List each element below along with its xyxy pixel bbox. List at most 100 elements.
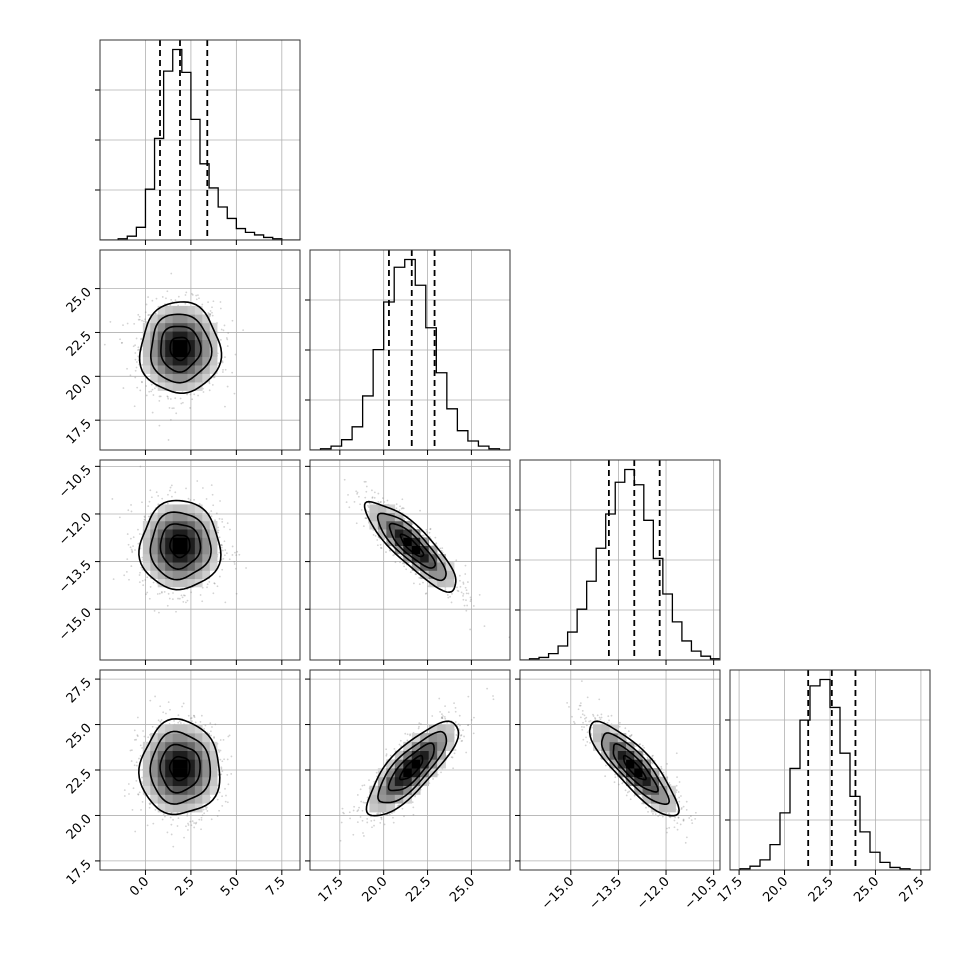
sample-point	[138, 318, 141, 321]
sample-point	[220, 544, 223, 546]
density-cell	[187, 348, 196, 358]
density-3-0	[123, 695, 233, 848]
density-cell	[165, 331, 173, 341]
sample-point	[169, 419, 172, 421]
sample-point	[156, 593, 159, 595]
density-cell	[172, 512, 181, 522]
sample-point	[136, 716, 139, 719]
sample-point	[135, 764, 138, 767]
sample-point	[666, 827, 668, 830]
sample-point	[202, 808, 205, 811]
sample-point	[450, 756, 453, 759]
density-cell	[165, 768, 173, 778]
sample-point	[418, 725, 420, 728]
sample-point	[452, 767, 455, 770]
sample-point	[216, 798, 219, 801]
sample-point	[161, 818, 164, 821]
sample-point	[401, 507, 404, 509]
sample-point	[451, 592, 453, 595]
sample-point	[666, 763, 668, 765]
density-cell	[411, 741, 421, 751]
sample-point	[680, 808, 683, 811]
sample-point	[470, 719, 473, 721]
density-cell	[377, 529, 387, 538]
density-cell	[180, 504, 188, 513]
density-cell	[180, 331, 188, 341]
sample-point	[379, 546, 382, 549]
sample-point	[141, 800, 144, 803]
density-cell	[403, 529, 413, 538]
density-cell	[445, 570, 455, 580]
density-cell	[394, 750, 404, 760]
sample-point	[359, 816, 362, 818]
sample-point	[166, 290, 169, 293]
sample-point	[172, 845, 175, 848]
density-cell	[403, 750, 413, 760]
sample-point	[441, 717, 444, 719]
sample-point	[213, 582, 216, 585]
sample-point	[169, 304, 172, 307]
density-cell	[386, 794, 396, 804]
sample-point	[377, 812, 380, 815]
sample-point	[402, 507, 405, 510]
sample-point	[583, 714, 586, 717]
density-cell	[180, 724, 188, 734]
sample-point	[123, 789, 126, 792]
sample-point	[459, 579, 461, 582]
sample-point	[682, 819, 685, 822]
sample-point	[170, 823, 173, 826]
sample-point	[223, 324, 226, 327]
sample-point	[455, 734, 458, 736]
sample-point	[157, 719, 160, 722]
sample-point	[647, 810, 649, 813]
density-cell	[165, 794, 173, 804]
sample-point	[469, 596, 472, 599]
density-cell	[420, 537, 429, 547]
sample-point	[235, 554, 238, 557]
sample-point	[131, 550, 134, 552]
sample-point	[594, 718, 597, 720]
sample-point	[368, 779, 370, 782]
density-cell	[209, 348, 218, 358]
sample-point	[134, 369, 137, 372]
density-cell	[157, 520, 166, 530]
sample-point	[592, 715, 595, 717]
sample-point	[233, 392, 236, 395]
sample-point	[209, 730, 212, 733]
sample-point	[462, 729, 464, 732]
density-cell	[187, 520, 196, 530]
sample-point	[158, 424, 161, 427]
density-cell	[172, 365, 181, 374]
density-cell	[165, 356, 173, 366]
sample-point	[144, 579, 147, 581]
density-cell	[642, 794, 652, 804]
sample-point	[206, 586, 208, 589]
sample-point	[140, 566, 143, 569]
sample-point	[566, 702, 569, 704]
density-cell	[180, 348, 188, 358]
sample-point	[150, 390, 153, 393]
histogram-2	[520, 468, 720, 660]
sample-point	[347, 493, 349, 496]
density-cell	[142, 768, 151, 778]
y-tick-label: 17.5	[64, 416, 95, 447]
density-cell	[659, 776, 668, 787]
sample-point	[210, 484, 213, 486]
sample-point	[579, 716, 582, 719]
density-cells-3-2	[593, 724, 676, 813]
density-cell	[369, 794, 379, 804]
sample-point	[145, 394, 148, 397]
density-cell	[411, 776, 421, 787]
sample-point	[586, 740, 589, 743]
density-cell	[194, 759, 203, 769]
sample-point	[635, 745, 637, 748]
sample-point	[166, 604, 169, 607]
sample-point	[180, 402, 183, 405]
sample-point	[589, 742, 591, 744]
sample-point	[396, 805, 399, 807]
density-cell	[403, 537, 413, 547]
density-cell	[180, 373, 188, 383]
sample-point	[675, 784, 678, 787]
sample-point	[568, 705, 570, 708]
density-cell	[165, 562, 173, 571]
